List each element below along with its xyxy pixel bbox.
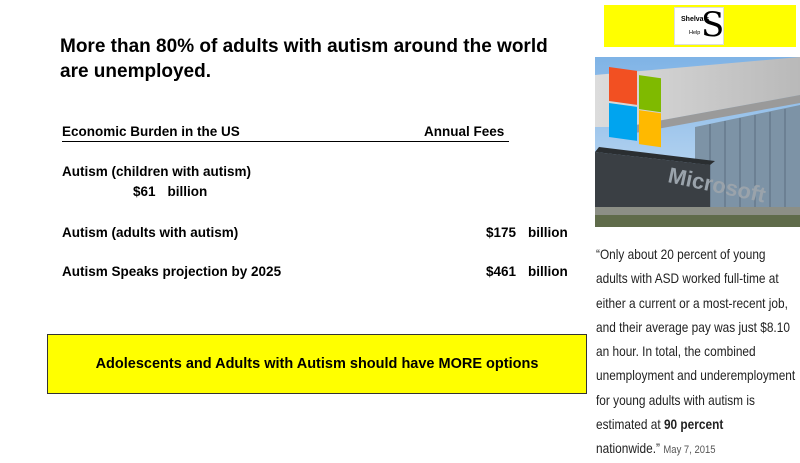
callout-box: Adolescents and Adults with Autism shoul… — [47, 334, 587, 394]
row-value-children: $61 billion — [133, 184, 207, 199]
row-value-projection: $461 billion — [486, 264, 568, 279]
slide-title: More than 80% of adults with autism arou… — [60, 36, 548, 82]
row-amount: $61 — [133, 184, 156, 199]
microsoft-building-photo: Microsoft — [595, 57, 800, 227]
row-unit: billion — [167, 184, 208, 199]
quote-text: “Only about 20 percent of young adults w… — [596, 247, 796, 433]
table-header-left: Economic Burden in the US — [62, 124, 240, 139]
row-unit: billion — [528, 225, 568, 240]
quote-block: “Only about 20 percent of young adults w… — [596, 243, 799, 463]
header-underline — [62, 141, 509, 142]
table-header-right: Annual Fees — [424, 124, 505, 139]
row-value-adults: $175 billion — [486, 225, 568, 240]
row-amount: $461 — [486, 264, 517, 279]
row-amount: $175 — [486, 225, 517, 240]
row-unit: billion — [528, 264, 568, 279]
logo-word: Shelva's — [681, 16, 710, 23]
row-label-projection: Autism Speaks projection by 2025 — [62, 264, 282, 279]
row-label-adults: Autism (adults with autism) — [62, 225, 239, 240]
quote-date: May 7, 2015 — [663, 444, 716, 457]
logo-help-text: Help — [689, 30, 701, 36]
building-illustration: Microsoft — [595, 57, 800, 227]
row-label-children: Autism (children with autism) — [62, 164, 252, 179]
quote-text-end: nationwide.” — [596, 441, 660, 457]
logo-letter: S — [701, 5, 725, 45]
quote-highlight: 90 percent — [663, 417, 724, 433]
logo-card — [674, 7, 724, 45]
